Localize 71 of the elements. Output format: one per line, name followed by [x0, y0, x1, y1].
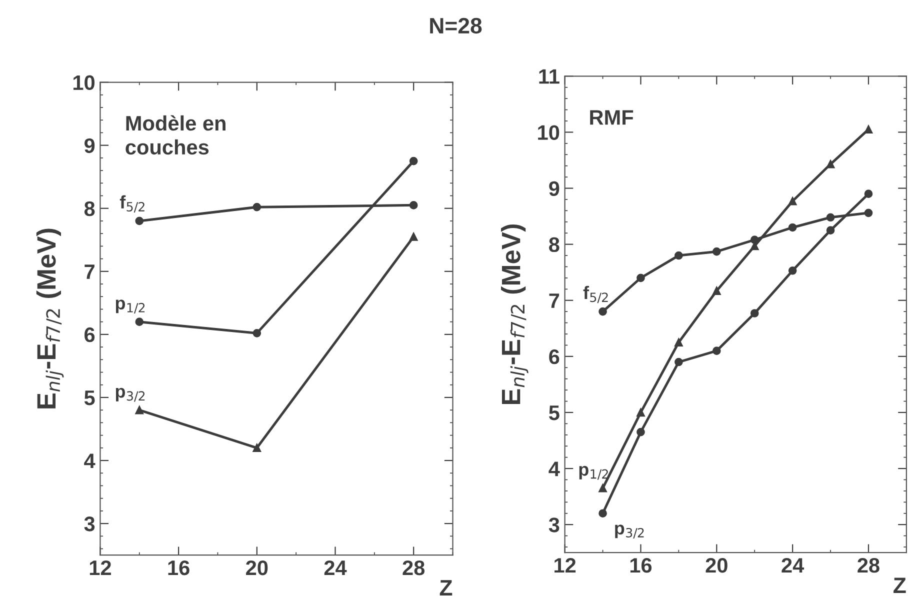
point: [135, 216, 144, 226]
x-tick-label: 24: [324, 560, 347, 576]
point: [598, 509, 607, 518]
point: [636, 428, 645, 436]
y-tick-label: 4: [84, 454, 96, 468]
y-tick-label: 5: [84, 390, 95, 406]
point: [252, 444, 262, 452]
point: [409, 156, 418, 166]
series-label: p$_{3/2}$: [116, 388, 145, 402]
annotation: RMF: [590, 110, 634, 125]
series-label: f$_{5/2}$: [120, 195, 144, 213]
point: [864, 208, 873, 218]
y-tick-label: 4: [548, 462, 560, 476]
point: [864, 125, 873, 134]
point: [788, 266, 797, 275]
point: [409, 232, 418, 241]
y-tick-label: 7: [84, 264, 94, 279]
x-tick-label: 16: [168, 560, 190, 576]
y-axis-title: E$_{nlj}$-E$_{f7/2}$ (MeV): [501, 224, 528, 404]
y-tick-label: 7: [549, 294, 560, 308]
series-label: f$_{5/2}$: [583, 286, 608, 304]
x-tick-label: 24: [782, 558, 804, 573]
point: [674, 251, 683, 260]
x-axis-title: Z: [440, 580, 452, 596]
series-label: p$_{1/2}$: [579, 466, 608, 480]
point: [712, 247, 721, 256]
y-tick-label: 11: [539, 69, 560, 84]
y-tick-label: 8: [549, 237, 560, 252]
point: [750, 309, 759, 318]
x-tick-label: 20: [706, 558, 728, 573]
y-tick-label: 6: [84, 327, 95, 342]
point: [674, 338, 683, 347]
x-axis-title: Z: [894, 578, 906, 593]
point: [598, 307, 607, 316]
point: [864, 190, 873, 198]
y-tick-label: 3: [84, 516, 95, 532]
y-tick-label: 9: [549, 181, 560, 196]
y-tick-label: 5: [549, 406, 560, 420]
x-tick-label: 28: [858, 558, 880, 573]
point: [598, 484, 607, 492]
point: [674, 358, 683, 366]
x-tick-label: 28: [402, 560, 425, 576]
point: [826, 160, 835, 168]
x-tick-label: 12: [554, 558, 576, 573]
y-tick-label: 9: [84, 138, 95, 154]
series-label: p$_{1/2}$: [116, 300, 145, 314]
y-tick-label: 8: [84, 201, 95, 216]
point: [252, 329, 262, 338]
point: [712, 286, 721, 295]
y-axis-title: E$_{nlj}$-E$_{f7/2}$ (MeV): [36, 228, 64, 408]
point: [252, 202, 262, 212]
point: [636, 274, 645, 282]
x-tick-label: 16: [630, 558, 652, 573]
point: [135, 406, 144, 414]
x-tick-label: 20: [246, 560, 268, 576]
point: [826, 213, 835, 222]
y-tick-label: 3: [548, 518, 560, 532]
point: [135, 318, 144, 326]
point: [636, 408, 645, 417]
point: [826, 226, 835, 234]
point: [788, 223, 797, 232]
point: [788, 196, 797, 206]
y-tick-label: 10: [73, 75, 94, 90]
y-tick-label: 10: [538, 125, 560, 140]
annotation: Modèle en couches: [126, 115, 226, 155]
point: [409, 201, 418, 210]
chart-title: N=28: [430, 18, 482, 34]
y-tick-label: 6: [549, 349, 560, 364]
x-tick-label: 12: [90, 560, 111, 576]
series-label: p$_{3/2}$: [615, 524, 644, 538]
point: [712, 346, 721, 355]
